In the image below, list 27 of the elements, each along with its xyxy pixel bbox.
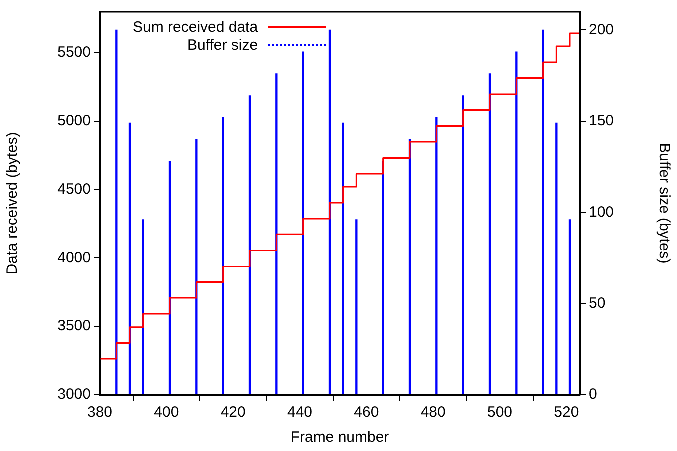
y-tick-label: 4500 [58,180,91,198]
y2-tick-label: 50 [589,294,606,312]
legend-label: Sum received data [133,18,258,36]
bar [556,122,558,395]
bar [568,220,572,395]
x-tick-label: 440 [287,404,313,422]
y-tick-label: 3500 [58,318,91,335]
y2-tick-label: 150 [589,112,614,130]
y-tick-label: 3000 [58,386,91,404]
y-tick-label: 5000 [58,112,91,130]
x-tick-label: 400 [154,404,180,422]
x-axis-title: Frame number [290,429,390,446]
x-tick-label: 480 [420,404,446,422]
x-tick-label: 380 [87,404,113,422]
bar [356,220,358,395]
x-tick-label: 500 [487,404,513,422]
y2-tick-label: 200 [589,21,614,38]
y2-axis-title: Buffer size (bytes) [656,143,673,264]
y-tick-label: 4000 [58,249,91,266]
x-tick-label: 420 [220,404,246,422]
y2-tick-label: 100 [589,204,614,221]
y2-tick-label: 0 [589,386,598,404]
x-tick-label: 520 [554,404,580,422]
y-tick-label: 5500 [58,44,91,62]
legend-label: Buffer size [187,36,258,54]
x-tick-label: 460 [354,404,380,422]
y-axis-title: Data received (bytes) [4,132,22,275]
